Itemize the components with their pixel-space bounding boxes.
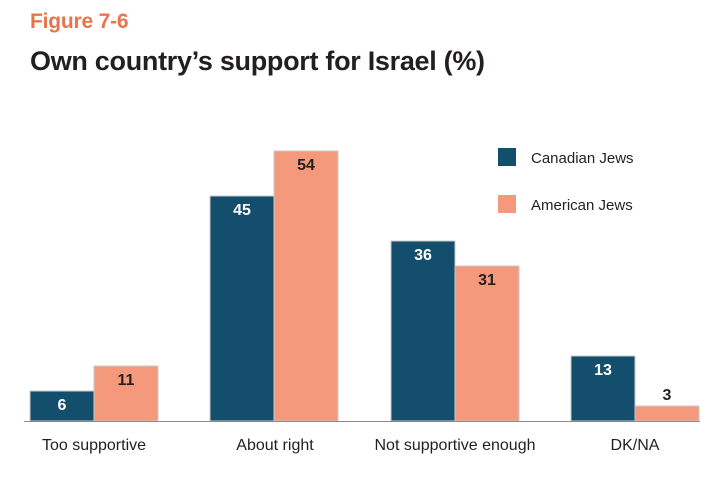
value-label-american-3: 3 bbox=[663, 387, 672, 404]
figure-label: Figure 7-6 bbox=[30, 10, 129, 33]
value-label-american-2: 31 bbox=[478, 272, 496, 289]
value-label-canadian-1: 45 bbox=[233, 202, 251, 219]
value-label-canadian-0: 6 bbox=[58, 397, 67, 414]
chart-title: Own country’s support for Israel (%) bbox=[30, 46, 485, 76]
category-label: DK/NA bbox=[611, 437, 660, 454]
category-label: Not supportive enough bbox=[375, 437, 536, 454]
x-axis: Too supportive About right Not supportive … bbox=[24, 421, 700, 454]
bar-american-1 bbox=[273, 150, 339, 422]
legend-label-american: American Jews bbox=[531, 197, 633, 214]
bar-canadian-1 bbox=[209, 195, 275, 422]
bar-canadian-0 bbox=[29, 390, 95, 422]
bar-american-3 bbox=[634, 405, 700, 422]
category-label: About right bbox=[236, 437, 314, 454]
legend-label-canadian: Canadian Jews bbox=[531, 150, 634, 167]
bar-american-0 bbox=[93, 365, 159, 422]
category-label: Too supportive bbox=[42, 437, 146, 454]
legend: Canadian Jews American Jews bbox=[498, 148, 634, 214]
bar-american-2 bbox=[454, 265, 520, 422]
bar-canadian-2 bbox=[390, 240, 456, 422]
bars-layer bbox=[29, 150, 700, 422]
bar-canadian-3 bbox=[570, 355, 636, 422]
value-labels-layer: 6 11 45 54 36 31 13 3 bbox=[58, 157, 672, 414]
value-label-american-1: 54 bbox=[297, 157, 315, 174]
legend-swatch-canadian bbox=[498, 148, 516, 166]
legend-swatch-american bbox=[498, 195, 516, 213]
value-label-american-0: 11 bbox=[118, 372, 135, 389]
value-label-canadian-3: 13 bbox=[594, 362, 612, 379]
value-label-canadian-2: 36 bbox=[414, 247, 432, 264]
